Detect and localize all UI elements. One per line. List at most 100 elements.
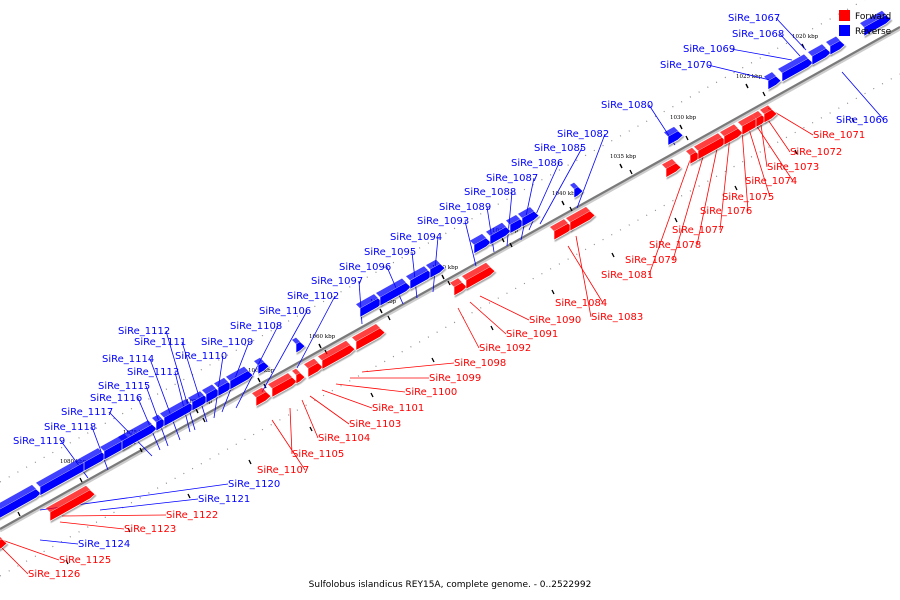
gene-label-sire-1085[interactable]: SiRe_1085 — [534, 143, 586, 154]
gene-label-sire-1105[interactable]: SiRe_1105 — [292, 449, 344, 460]
gene-label-sire-1117[interactable]: SiRe_1117 — [61, 407, 113, 418]
gene-label-sire-1077[interactable]: SiRe_1077 — [672, 225, 724, 236]
gene-feature[interactable] — [694, 133, 728, 161]
gene-feature[interactable] — [426, 259, 446, 279]
gene-label-sire-1108[interactable]: SiRe_1108 — [230, 321, 282, 332]
gene-feature[interactable] — [860, 10, 892, 37]
gene-feature[interactable] — [226, 366, 254, 391]
gene-label-sire-1075[interactable]: SiRe_1075 — [722, 192, 774, 203]
gene-feature[interactable] — [664, 126, 684, 146]
gene-label-sire-1078[interactable]: SiRe_1078 — [649, 240, 701, 251]
gene-label-sire-1100[interactable]: SiRe_1100 — [405, 387, 457, 398]
gene-label-sire-1082[interactable]: SiRe_1082 — [557, 129, 609, 140]
gene-label-sire-1095[interactable]: SiRe_1095 — [364, 247, 416, 258]
gene-label-sire-1122[interactable]: SiRe_1122 — [166, 510, 218, 521]
gene-label-sire-1119[interactable]: SiRe_1119 — [13, 436, 65, 447]
gene-label-sire-1092[interactable]: SiRe_1092 — [479, 343, 531, 354]
gene-feature[interactable] — [254, 357, 270, 375]
gene-label-sire-1114[interactable]: SiRe_1114 — [102, 354, 154, 365]
gene-label-sire-1126[interactable]: SiRe_1126 — [28, 569, 80, 580]
gene-feature[interactable] — [268, 373, 298, 398]
gene-label-sire-1069[interactable]: SiRe_1069 — [683, 44, 735, 55]
gene-feature[interactable] — [318, 340, 356, 370]
gene-label-text: SiRe_1095 — [364, 247, 416, 258]
gene-label-sire-1102[interactable]: SiRe_1102 — [287, 291, 339, 302]
gene-label-sire-1110[interactable]: SiRe_1110 — [175, 351, 227, 362]
gene-feature[interactable] — [470, 233, 492, 255]
gene-label-sire-1094[interactable]: SiRe_1094 — [390, 232, 442, 243]
gene-feature[interactable] — [292, 368, 306, 385]
gene-feature[interactable] — [808, 44, 832, 66]
gene-label-sire-1087[interactable]: SiRe_1087 — [486, 173, 538, 184]
gene-feature[interactable] — [118, 420, 158, 451]
gene-label-sire-1109[interactable]: SiRe_1109 — [201, 337, 253, 348]
gene-label-sire-1088[interactable]: SiRe_1088 — [464, 187, 516, 198]
gene-label-sire-1115[interactable]: SiRe_1115 — [98, 381, 150, 392]
gene-connector — [469, 301, 507, 335]
gene-feature[interactable] — [566, 206, 596, 232]
gene-label-sire-1080[interactable]: SiRe_1080 — [601, 100, 653, 111]
gene-feature[interactable] — [292, 337, 306, 354]
gene-label-sire-1111[interactable]: SiRe_1111 — [134, 337, 186, 348]
gene-label-sire-1107[interactable]: SiRe_1107 — [257, 465, 309, 476]
gene-label-sire-1093[interactable]: SiRe_1093 — [417, 216, 469, 227]
gene-feature[interactable] — [662, 158, 682, 179]
gene-feature[interactable] — [486, 222, 512, 246]
gene-label-sire-1113[interactable]: SiRe_1113 — [127, 367, 179, 378]
gene-label-sire-1072[interactable]: SiRe_1072 — [790, 147, 842, 158]
gene-label-sire-1074[interactable]: SiRe_1074 — [745, 176, 797, 187]
gene-label-sire-1086[interactable]: SiRe_1086 — [511, 158, 563, 169]
gene-feature[interactable] — [720, 124, 744, 146]
gene-label-sire-1104[interactable]: SiRe_1104 — [318, 433, 370, 444]
gene-label-sire-1099[interactable]: SiRe_1099 — [429, 373, 481, 384]
gene-label-sire-1098[interactable]: SiRe_1098 — [454, 358, 506, 369]
gene-label-sire-1096[interactable]: SiRe_1096 — [339, 262, 391, 273]
gene-label-sire-1067[interactable]: SiRe_1067 — [728, 13, 780, 24]
gene-label-sire-1084[interactable]: SiRe_1084 — [555, 298, 607, 309]
gene-label-sire-1120[interactable]: SiRe_1120 — [228, 479, 280, 490]
gene-feature[interactable] — [826, 36, 846, 56]
gene-feature[interactable] — [570, 182, 584, 199]
gene-label-sire-1089[interactable]: SiRe_1089 — [439, 202, 491, 213]
tick-mark: 1060 kbp — [309, 334, 336, 349]
gene-label-sire-1097[interactable]: SiRe_1097 — [311, 276, 363, 287]
gene-feature[interactable] — [760, 105, 778, 124]
gene-label-text: SiRe_1101 — [372, 403, 424, 414]
gene-label-sire-1076[interactable]: SiRe_1076 — [700, 206, 752, 217]
axis-tick — [202, 417, 206, 423]
gene-label-sire-1066[interactable]: SiRe_1066 — [836, 115, 888, 126]
gene-label-sire-1125[interactable]: SiRe_1125 — [59, 555, 111, 566]
gene-label-sire-1068[interactable]: SiRe_1068 — [732, 29, 784, 40]
gene-label-sire-1116[interactable]: SiRe_1116 — [90, 393, 142, 404]
gene-label-sire-1071[interactable]: SiRe_1071 — [813, 130, 865, 141]
gene-label-sire-1112[interactable]: SiRe_1112 — [118, 326, 170, 337]
gene-feature[interactable] — [46, 485, 96, 522]
gene-label-sire-1124[interactable]: SiRe_1124 — [78, 539, 130, 550]
gene-feature[interactable] — [0, 484, 42, 520]
gene-label-sire-1101[interactable]: SiRe_1101 — [372, 403, 424, 414]
gene-feature[interactable] — [252, 387, 272, 407]
gene-feature[interactable] — [406, 266, 434, 290]
gene-label-sire-1081[interactable]: SiRe_1081 — [601, 270, 653, 281]
gene-label-sire-1073[interactable]: SiRe_1073 — [767, 162, 819, 173]
gene-feature[interactable] — [80, 448, 108, 472]
gene-label-sire-1123[interactable]: SiRe_1123 — [124, 524, 176, 535]
gene-feature[interactable] — [450, 278, 468, 297]
gene-label-sire-1090[interactable]: SiRe_1090 — [529, 315, 581, 326]
gene-feature[interactable] — [764, 72, 782, 91]
gene-feature[interactable] — [304, 358, 324, 378]
gene-label-sire-1106[interactable]: SiRe_1106 — [259, 306, 311, 317]
gene-label-sire-1091[interactable]: SiRe_1091 — [506, 329, 558, 340]
gene-label-sire-1118[interactable]: SiRe_1118 — [44, 422, 96, 433]
gene-label-sire-1070[interactable]: SiRe_1070 — [660, 60, 712, 71]
gene-feature[interactable] — [376, 278, 412, 307]
gene-label-sire-1079[interactable]: SiRe_1079 — [625, 255, 677, 266]
gene-feature[interactable] — [0, 535, 8, 552]
gene-label-sire-1121[interactable]: SiRe_1121 — [198, 494, 250, 505]
gene-feature[interactable] — [778, 54, 814, 83]
gene-feature[interactable] — [518, 207, 540, 228]
gene-label-sire-1103[interactable]: SiRe_1103 — [349, 419, 401, 430]
gene-feature[interactable] — [462, 262, 496, 290]
gene-feature[interactable] — [352, 324, 386, 351]
gene-label-sire-1083[interactable]: SiRe_1083 — [591, 312, 643, 323]
